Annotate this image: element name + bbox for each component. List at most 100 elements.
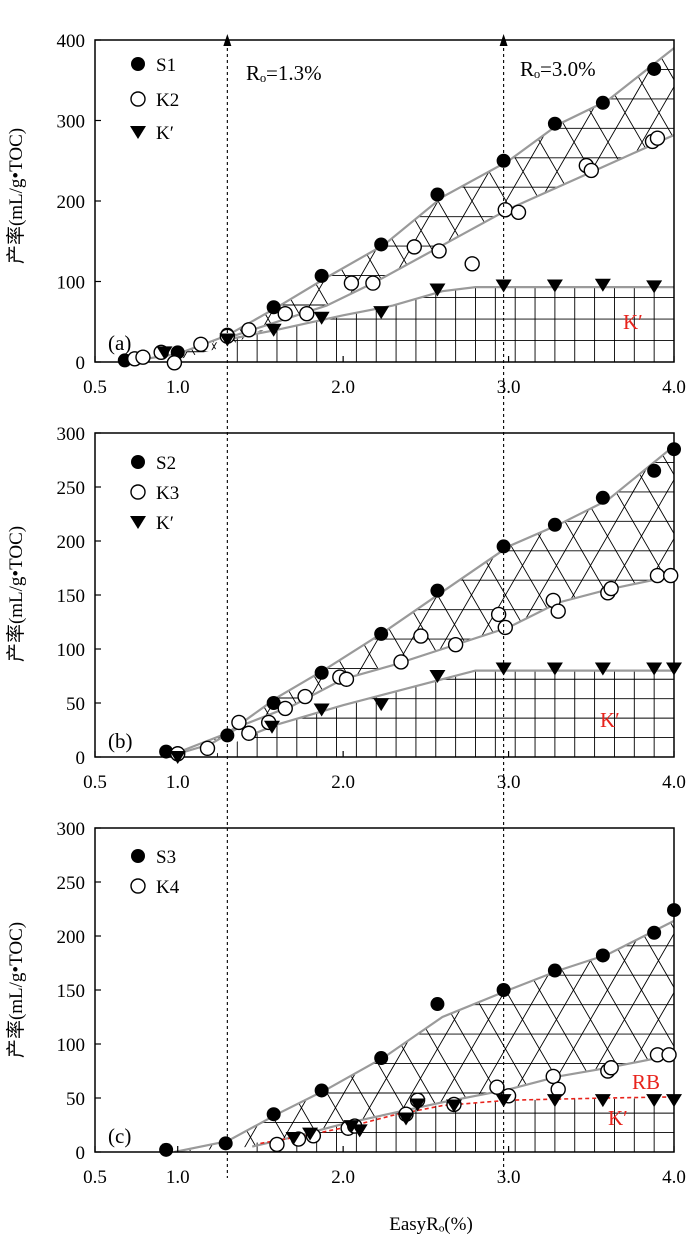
point-open-circle (277, 306, 293, 322)
panel-c: 0.5 1.0 2.0 3.0 4.0 0 50 100 150 200 250 300 (c) RB… (5, 819, 686, 1235)
panel-a-marks (117, 61, 666, 371)
point-filled-circle (159, 744, 174, 759)
point-open-circle (490, 606, 507, 623)
x-tick-label: 2.0 (331, 1167, 355, 1188)
x-tick-label: 4.0 (662, 1167, 686, 1188)
panel-c-hatch (174, 920, 674, 1152)
panel-a: 0.5 1.0 2.0 3.0 4.0 0 100 200 300 400 (a) K′ 产率(m… (5, 31, 686, 398)
y-tick-label: 300 (57, 112, 86, 133)
y-tick-label: 200 (57, 192, 86, 213)
y-tick-label: 100 (57, 1035, 86, 1056)
hatch-region (252, 1098, 674, 1152)
point-triangle-down (373, 698, 390, 712)
point-filled-circle (314, 665, 329, 680)
ro-1-3-label: Rₒ=1.3% (246, 61, 322, 85)
point-open-circle (464, 256, 480, 272)
envelope-curve (165, 445, 674, 757)
legend-k2-label: K2 (156, 90, 179, 111)
point-filled-circle (218, 1136, 233, 1151)
legend-s3-label: S3 (156, 847, 176, 868)
panel-b-marks (159, 442, 682, 764)
envelope-curve (124, 47, 674, 362)
point-filled-circle (374, 237, 389, 252)
point-triangle-down (156, 346, 173, 360)
y-tick-label: 150 (57, 981, 86, 1002)
point-open-circle (649, 130, 666, 146)
envelope-curve (174, 919, 674, 1152)
legend-k4-label: K4 (156, 877, 180, 898)
ro-1-3-arrow (223, 34, 232, 46)
point-triangle-down (594, 278, 611, 292)
point-filled-circle (266, 1107, 281, 1122)
panel-c-marks (159, 903, 682, 1157)
point-triangle-down (546, 1094, 563, 1108)
panel-b-y-axis-label: 产率(mL/g•TOC) (5, 526, 27, 662)
panel-c-frame (94, 827, 675, 1153)
point-filled-circle (374, 626, 389, 641)
point-open-circle (662, 567, 679, 584)
point-open-circle (431, 243, 447, 259)
point-triangle-down (666, 1094, 682, 1108)
panel-c-region-label-k: K′ (608, 1106, 628, 1130)
point-open-circle (406, 239, 422, 255)
point-triangle-down (351, 1124, 368, 1138)
point-triangle-down (264, 720, 281, 734)
legend-s2-marker (131, 455, 145, 469)
y-tick-label: 300 (57, 424, 86, 445)
point-triangle-down (594, 662, 611, 676)
point-filled-circle (430, 997, 445, 1012)
point-triangle-down (169, 751, 186, 764)
legend-k4-marker (130, 878, 146, 894)
point-open-circle (277, 700, 293, 717)
point-open-circle (603, 1060, 619, 1076)
panel-c-region-label-rb: RB (632, 1070, 660, 1094)
panel-a-label: (a) (108, 331, 131, 355)
point-open-circle (545, 1068, 561, 1085)
point-open-circle (193, 336, 209, 352)
panel-b-hatch (177, 446, 674, 757)
x-tick-label: 1.0 (166, 377, 190, 398)
point-triangle-down (445, 1099, 462, 1113)
panel-b-region-label-k: K′ (600, 708, 620, 732)
point-triangle-down (265, 323, 282, 337)
x-tick-label: 1.0 (166, 772, 190, 793)
point-triangle-down (429, 283, 446, 297)
legend-k3-marker (130, 484, 146, 500)
point-triangle-down (285, 1131, 302, 1145)
point-open-circle (343, 275, 360, 291)
point-open-circle (269, 1136, 285, 1153)
y-tick-label: 400 (57, 31, 86, 52)
point-open-circle (583, 162, 599, 179)
point-filled-circle (496, 153, 511, 168)
x-tick-label: 4.0 (662, 377, 686, 398)
legend-k-prime-label: K′ (156, 123, 174, 144)
panel-b: 0.5 1.0 2.0 3.0 4.0 0 50 100 150 200 250 300 (b) K′… (5, 424, 686, 793)
legend-s1-label: S1 (156, 55, 176, 76)
point-filled-circle (595, 490, 610, 505)
y-tick-label: 250 (57, 873, 86, 894)
point-triangle-down (409, 1098, 426, 1112)
point-triangle-down (219, 333, 236, 347)
panel-c-y-axis-label: 产率(mL/g•TOC) (5, 922, 27, 1058)
point-filled-circle (159, 1142, 174, 1157)
legend-k-prime-marker (130, 126, 146, 139)
y-tick-label: 100 (57, 640, 86, 661)
panel-c-label: (c) (108, 1124, 131, 1148)
panel-a-legend: S1 K2 K′ (130, 55, 179, 144)
x-tick-label: 4.0 (662, 772, 686, 793)
legend-s1-marker (131, 57, 145, 71)
legend-s3-marker (131, 849, 145, 863)
point-filled-circle (667, 903, 681, 918)
point-open-circle (497, 202, 513, 218)
y-tick-label: 100 (57, 273, 86, 294)
point-open-circle (199, 740, 216, 757)
point-triangle-down (313, 311, 330, 325)
point-filled-circle (667, 442, 681, 457)
x-tick-label: 3.0 (497, 772, 521, 793)
y-tick-label: 50 (66, 1089, 85, 1110)
panel-b-axes: 0.5 1.0 2.0 3.0 4.0 0 50 100 150 200 250 300 (57, 424, 686, 793)
x-tick-label: 2.0 (331, 377, 355, 398)
point-open-circle (413, 628, 429, 644)
panel-b-legend: S2 K3 K′ (130, 453, 179, 534)
y-tick-label: 150 (57, 586, 86, 607)
